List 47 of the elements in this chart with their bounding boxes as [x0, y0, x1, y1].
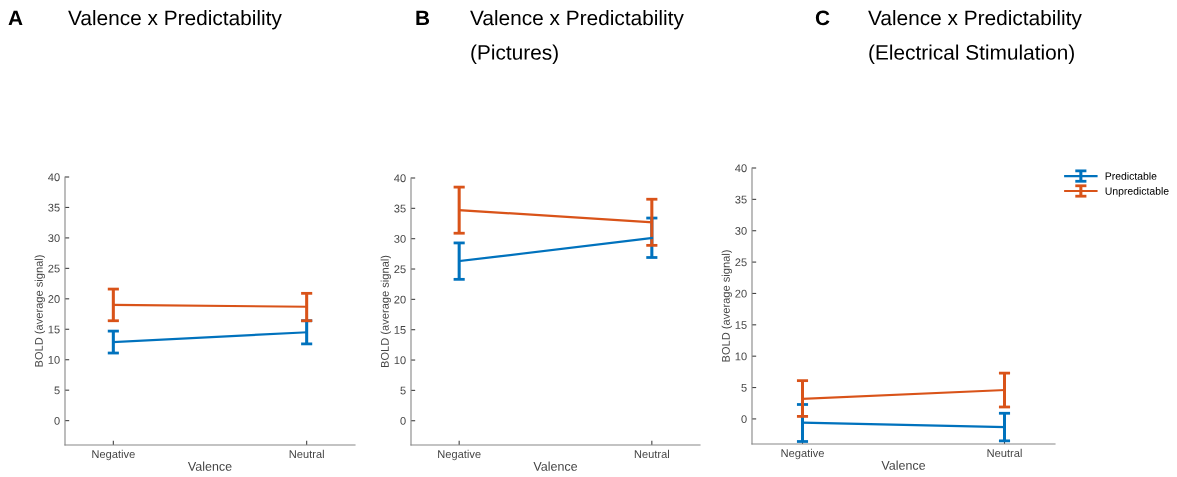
- y-tick-label: 20: [394, 295, 406, 304]
- chart-title: Valence x Predictability (Electrical Stimulation): [868, 10, 1082, 64]
- y-tick-label: 10: [735, 352, 747, 361]
- x-tick-label: Neutral: [987, 448, 1022, 458]
- x-axis-title: Valence: [533, 461, 578, 471]
- y-tick-label: 5: [54, 386, 60, 395]
- text: A: [8, 10, 23, 26]
- y-tick-label: 10: [394, 356, 406, 365]
- y-tick-label: 35: [735, 195, 747, 204]
- x-tick-label: Negative: [92, 449, 135, 461]
- y-tick-label: 40: [735, 164, 747, 173]
- x-tick-label: Neutral: [634, 449, 669, 459]
- y-tick-label: 25: [48, 264, 60, 273]
- y-tick-label: 15: [735, 321, 747, 329]
- text: B: [416, 10, 430, 26]
- y-tick-label: 5: [741, 383, 747, 392]
- x-axis-title: Valence: [187, 461, 232, 471]
- chart-title: Valence x Predictability (Pictures): [470, 10, 684, 64]
- y-tick-label: 0: [54, 416, 60, 425]
- y-axis-title: BOLD (average signal): [380, 255, 391, 368]
- y-tick-label: 25: [394, 265, 406, 274]
- legend-label: Unpredictable: [1105, 187, 1169, 197]
- y-tick-label: 5: [400, 386, 406, 395]
- y-tick-label: 20: [48, 295, 60, 303]
- y-tick-label: 0: [741, 415, 747, 424]
- y-tick-label: 10: [48, 355, 60, 364]
- y-tick-label: 30: [735, 226, 747, 235]
- y-axis-title: BOLD (average signal): [721, 250, 732, 362]
- y-tick-label: 15: [394, 326, 406, 334]
- x-axis-title: Valence: [881, 460, 926, 470]
- y-tick-label: 20: [735, 289, 747, 298]
- x-tick-label: Neutral: [289, 449, 324, 459]
- y-tick-label: 0: [400, 416, 406, 425]
- x-tick-label: Negative: [438, 449, 481, 461]
- y-tick-label: 40: [394, 174, 406, 183]
- y-axis-title: BOLD (average signal): [34, 255, 45, 367]
- chart-title: Valence x Predictability: [68, 10, 282, 30]
- y-tick-label: 40: [48, 173, 60, 182]
- y-tick-label: 15: [48, 325, 60, 334]
- text: C: [815, 10, 830, 26]
- y-tick-label: 35: [394, 204, 406, 213]
- y-tick-label: 30: [394, 234, 406, 243]
- y-tick-label: 35: [48, 203, 60, 212]
- x-tick-label: Negative: [781, 448, 824, 460]
- y-tick-label: 25: [735, 258, 747, 267]
- y-tick-label: 30: [48, 234, 60, 243]
- legend-label: Predictable: [1105, 172, 1157, 180]
